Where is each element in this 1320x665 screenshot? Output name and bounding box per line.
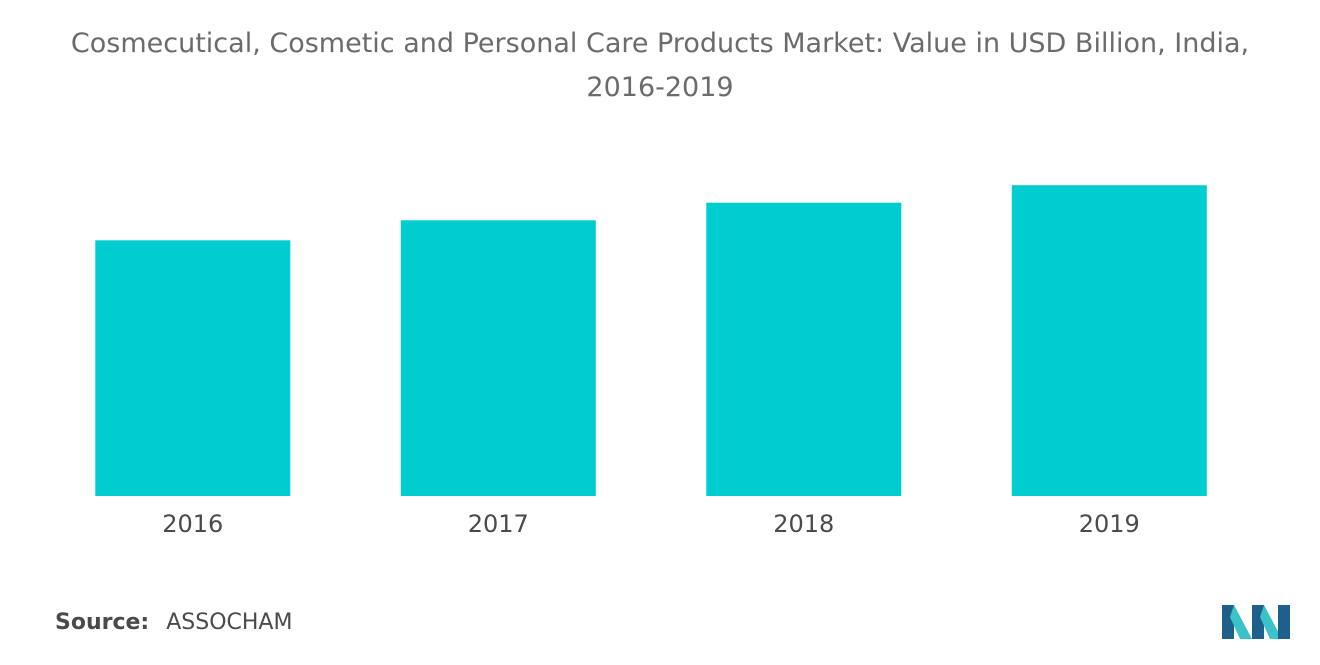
bar-2017 [400, 220, 596, 497]
bar-2019 [1011, 185, 1207, 496]
mordor-intelligence-logo-icon [1222, 605, 1290, 639]
x-tick-label-2019: 2019 [1079, 510, 1140, 538]
bar-2016 [95, 240, 291, 496]
x-tick-label-2017: 2017 [468, 510, 529, 538]
x-tick-label-2016: 2016 [162, 510, 223, 538]
x-tick-label-2018: 2018 [773, 510, 834, 538]
source-label: Source: [55, 610, 150, 635]
bar-2018 [706, 202, 902, 496]
chart-title-line2: 2016-2019 [586, 72, 734, 103]
chart-title: Cosmecutical, Cosmetic and Personal Care… [10, 22, 1310, 110]
source-note: Source: ASSOCHAM [55, 610, 292, 635]
source-value: ASSOCHAM [166, 610, 293, 635]
chart-title-line1: Cosmecutical, Cosmetic and Personal Care… [70, 28, 1250, 59]
